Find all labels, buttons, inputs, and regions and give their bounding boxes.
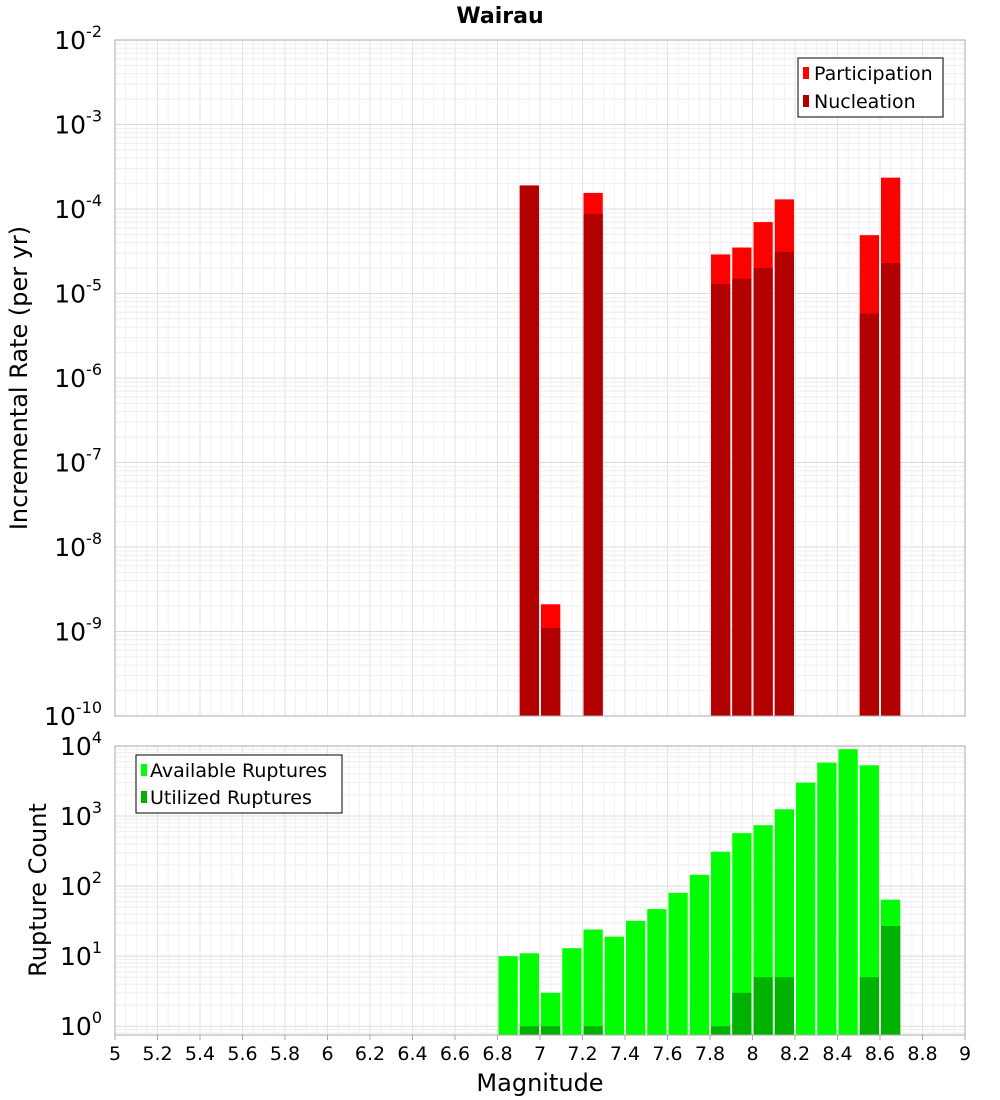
y-tick-label: 102 — [60, 868, 102, 901]
top-plot-border — [114, 39, 966, 717]
x-axis-label: Magnitude — [476, 1069, 603, 1097]
top-y-tick-labels: 10-10 10-9 10-8 10-7 10-6 10-5 10-4 10-3 10-2 — [44, 22, 102, 731]
y-tick-label: 10-9 — [54, 614, 102, 647]
x-tick-label: 8 — [746, 1043, 758, 1065]
legend-swatch-available-ruptures — [141, 764, 147, 776]
y-tick-label: 10-2 — [54, 22, 102, 55]
bar-nucleation — [583, 214, 603, 716]
top-legend-box — [797, 57, 944, 118]
y-tick-label: 104 — [60, 728, 102, 761]
bar-available-ruptures — [817, 762, 837, 1035]
y-tick-label: 10-8 — [54, 529, 102, 562]
x-tick-label: 7.4 — [610, 1043, 640, 1065]
x-tick-label: 7 — [534, 1043, 546, 1065]
x-tick-label: 5 — [109, 1043, 121, 1065]
bar-available-ruptures — [859, 765, 879, 1035]
y-tick-label: 100 — [60, 1008, 102, 1041]
x-tick-label: 8.2 — [780, 1043, 810, 1065]
bar-utilized-ruptures — [881, 925, 901, 1035]
bar-available-ruptures — [838, 749, 858, 1035]
bar-available-ruptures — [498, 956, 518, 1035]
x-tick-labels: 5 5.2 5.4 5.6 5.8 6 6.2 6.4 6.6 6.8 7 7.2 7.4 7.6 7.8 8… — [109, 1035, 971, 1065]
bottom-legend: Available Ruptures Utilized Ruptures — [135, 754, 343, 814]
bar-nucleation — [541, 628, 561, 716]
y-tick-label: 10-6 — [54, 360, 102, 393]
chart-title: Wairau — [456, 4, 543, 29]
top-legend: Participation Nucleation — [797, 57, 944, 118]
x-tick-label: 6.2 — [355, 1043, 385, 1065]
bar-available-ruptures — [562, 948, 582, 1035]
x-tick-label: 9 — [959, 1043, 971, 1065]
bar-available-ruptures — [796, 782, 816, 1035]
x-tick-label: 5.4 — [185, 1043, 215, 1065]
y-tick-label: 10-3 — [54, 107, 102, 140]
bottom-bars — [498, 749, 901, 1035]
participation-nucleation-plot: 10-10 10-9 10-8 10-7 10-6 10-5 10-4 10-3 10-2 In… — [5, 22, 966, 731]
x-tick-label: 8.4 — [822, 1043, 852, 1065]
y-tick-label: 10-5 — [54, 276, 102, 309]
bar-available-ruptures — [689, 874, 709, 1035]
y-tick-label: 103 — [60, 798, 102, 831]
legend-swatch-participation — [803, 67, 809, 79]
bottom-legend-box — [135, 754, 343, 814]
bar-available-ruptures — [626, 920, 646, 1035]
legend-swatch-nucleation — [803, 95, 809, 107]
legend-label-participation: Participation — [814, 63, 933, 85]
bar-utilized-ruptures — [583, 1026, 603, 1035]
bar-utilized-ruptures — [541, 1026, 561, 1035]
bar-nucleation — [859, 313, 879, 716]
y-tick-label: 101 — [60, 938, 102, 971]
legend-label-utilized-ruptures: Utilized Ruptures — [150, 787, 312, 809]
bar-available-ruptures — [732, 833, 752, 1035]
legend-label-nucleation: Nucleation — [814, 91, 916, 113]
bar-available-ruptures — [583, 929, 603, 1035]
legend-label-available-ruptures: Available Ruptures — [150, 760, 327, 782]
bar-available-ruptures — [541, 992, 561, 1035]
x-tick-label: 5.2 — [142, 1043, 172, 1065]
bottom-y-axis-label: Rupture Count — [24, 803, 52, 977]
x-tick-label: 8.6 — [865, 1043, 895, 1065]
x-tick-label: 5.8 — [270, 1043, 300, 1065]
y-tick-label: 10-10 — [44, 698, 102, 731]
x-tick-label: 7.8 — [695, 1043, 725, 1065]
bar-nucleation — [732, 278, 752, 716]
x-tick-label: 5.6 — [227, 1043, 257, 1065]
y-tick-label: 10-4 — [54, 191, 102, 224]
top-bars — [519, 177, 901, 717]
x-tick-label: 8.8 — [907, 1043, 937, 1065]
bar-available-ruptures — [647, 909, 667, 1035]
bar-utilized-ruptures — [732, 992, 752, 1035]
bottom-y-tick-labels: 100 101 102 103 104 — [60, 728, 102, 1041]
bar-nucleation — [774, 251, 794, 717]
x-tick-label: 7.6 — [652, 1043, 682, 1065]
x-tick-label: 6.6 — [440, 1043, 470, 1065]
bar-nucleation — [881, 262, 901, 716]
rupture-count-plot: 100 101 102 103 104 5 5.2 5.4 5.6 5.8 6 6.2 6.4 6.6 6… — [24, 728, 971, 1097]
x-tick-label: 6.4 — [397, 1043, 427, 1065]
bar-nucleation — [711, 283, 731, 716]
x-tick-label: 7.2 — [567, 1043, 597, 1065]
y-tick-label: 10-7 — [54, 445, 102, 478]
bar-utilized-ruptures — [774, 977, 794, 1035]
bar-available-ruptures — [604, 936, 624, 1035]
x-tick-label: 6.8 — [482, 1043, 512, 1065]
bar-available-ruptures — [519, 953, 539, 1035]
bar-available-ruptures — [668, 892, 688, 1035]
top-gridlines — [114, 39, 966, 717]
bar-nucleation — [753, 268, 773, 716]
bar-nucleation — [519, 185, 539, 717]
bar-utilized-ruptures — [711, 1026, 731, 1035]
bar-utilized-ruptures — [859, 977, 879, 1035]
legend-swatch-utilized-ruptures — [141, 791, 147, 803]
bar-available-ruptures — [711, 851, 731, 1035]
bar-utilized-ruptures — [519, 1026, 539, 1035]
bar-utilized-ruptures — [753, 977, 773, 1035]
top-y-axis-label: Incremental Rate (per yr) — [5, 226, 33, 530]
x-tick-label: 6 — [321, 1043, 333, 1065]
